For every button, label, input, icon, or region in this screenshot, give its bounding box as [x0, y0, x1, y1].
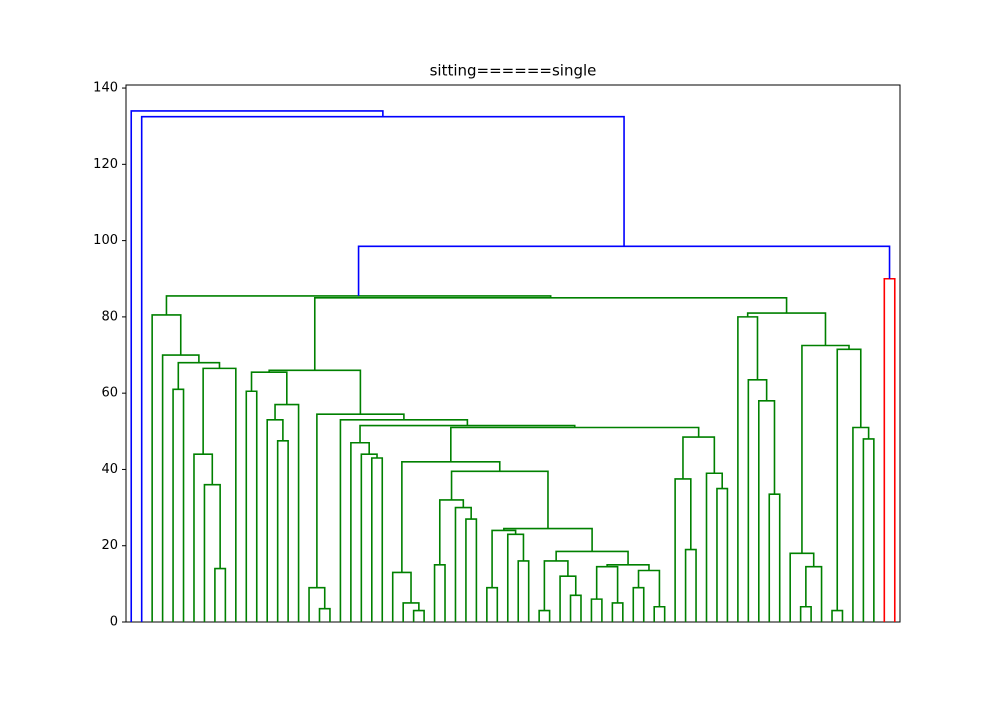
- dendrogram-link: [716, 487, 729, 622]
- dendrogram-link: [684, 548, 697, 622]
- dendrogram-link: [308, 586, 326, 622]
- dendrogram-link: [140, 115, 625, 622]
- dendrogram-link: [350, 441, 370, 622]
- y-tick-label: 140: [93, 81, 118, 96]
- y-tick-label: 20: [101, 538, 118, 553]
- axes-frame: [125, 84, 901, 623]
- dendrogram-link: [491, 529, 517, 588]
- dendrogram-link: [313, 297, 788, 371]
- dendrogram-link: [438, 499, 465, 565]
- y-tick-label: 80: [101, 309, 118, 324]
- dendrogram-link: [130, 110, 384, 622]
- dendrogram-link: [360, 453, 378, 622]
- dendrogram-link: [768, 493, 781, 622]
- dendrogram-link: [486, 586, 499, 622]
- dendrogram-link: [161, 354, 200, 622]
- dendrogram-link: [503, 527, 593, 552]
- y-tick-label: 40: [101, 462, 118, 477]
- dendrogram-link: [203, 483, 221, 622]
- dendrogram-link: [357, 245, 891, 296]
- dendrogram-link: [836, 348, 862, 611]
- y-tick-label: 60: [101, 386, 118, 401]
- dendrogram-link: [569, 594, 582, 622]
- y-tick-label: 100: [93, 233, 118, 248]
- dendrogram-link: [172, 388, 185, 622]
- dendrogram-link: [245, 390, 258, 622]
- dendrogram-link: [682, 436, 716, 479]
- dendrogram-link: [632, 586, 645, 622]
- dendrogram-link: [757, 399, 776, 622]
- dendrogram-link: [506, 533, 525, 622]
- chart-title: sitting======single: [430, 62, 597, 80]
- y-tick-label: 0: [110, 615, 118, 630]
- dendrogram-link: [165, 295, 552, 315]
- dendrogram-link: [801, 344, 850, 554]
- y-tick-label: 120: [93, 157, 118, 172]
- dendrogram-link: [276, 440, 289, 622]
- dendrogram-link: [274, 403, 300, 622]
- dendrogram-link: [862, 438, 875, 622]
- dendrogram-link: [193, 453, 214, 622]
